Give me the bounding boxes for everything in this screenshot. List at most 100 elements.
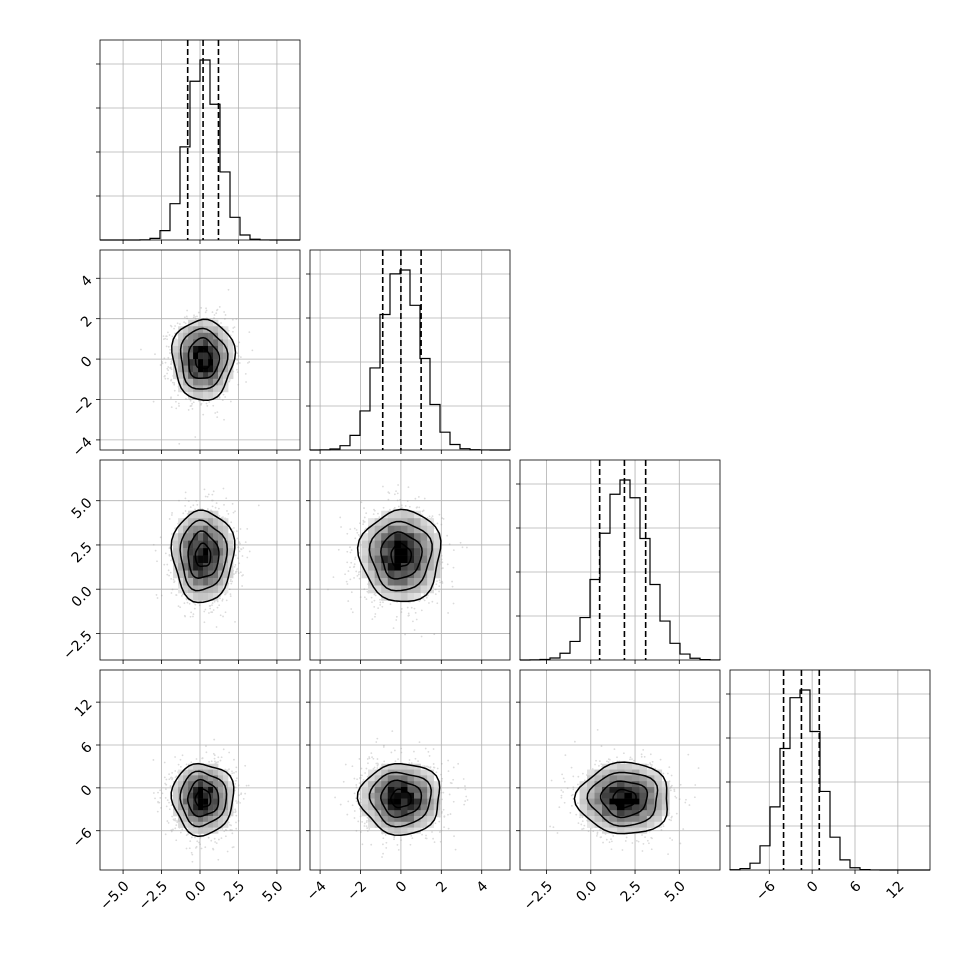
scatter-point	[433, 633, 436, 636]
density-cell	[394, 570, 402, 579]
density-cell	[228, 533, 234, 541]
density-cell	[178, 378, 184, 386]
scatter-point	[407, 486, 410, 489]
scatter-point	[204, 608, 207, 611]
density-cell	[381, 585, 389, 594]
panel-0-3	[96, 670, 300, 874]
scatter-point	[365, 527, 367, 530]
density-cell	[407, 510, 415, 519]
density-cell	[193, 533, 199, 541]
scatter-point	[183, 614, 186, 617]
scatter-point	[159, 364, 162, 366]
scatter-point	[362, 521, 365, 523]
density-cell	[188, 385, 194, 393]
density-cell	[188, 359, 194, 366]
density-cell	[198, 518, 204, 526]
scatter-point	[373, 509, 376, 512]
scatter-point	[170, 379, 172, 382]
scatter-point	[200, 403, 202, 406]
density-cell	[361, 555, 369, 564]
density-cell	[361, 548, 369, 556]
density-cell	[381, 518, 389, 526]
density-cell	[368, 585, 375, 594]
scatter-point	[239, 571, 242, 574]
density-cell	[228, 372, 234, 380]
density-cell	[198, 359, 204, 366]
scatter-point	[413, 607, 416, 610]
scatter-point	[435, 583, 438, 586]
scatter-point	[190, 611, 193, 614]
scatter-point	[438, 579, 441, 582]
scatter-point	[216, 308, 219, 311]
scatter-point	[154, 549, 157, 552]
scatter-point	[370, 596, 373, 599]
density-cell	[427, 533, 435, 541]
scatter-point	[170, 396, 172, 399]
density-cell	[400, 510, 408, 519]
scatter-point	[350, 591, 353, 594]
scatter-point	[167, 377, 169, 380]
density-cell	[208, 319, 214, 327]
scatter-point	[163, 375, 166, 378]
scatter-point	[355, 570, 358, 573]
scatter-point	[185, 597, 188, 600]
density-cell	[223, 339, 229, 347]
density-cell	[381, 540, 389, 549]
scatter-point	[257, 504, 260, 507]
scatter-point	[161, 362, 164, 365]
density-cell	[183, 359, 189, 366]
density-cell	[368, 548, 375, 556]
scatter-point	[208, 605, 211, 607]
scatter-point	[218, 306, 221, 308]
scatter-point	[178, 499, 180, 502]
density-cell	[228, 345, 234, 353]
density-cell	[208, 385, 214, 393]
scatter-point	[232, 846, 235, 848]
scatter-point	[236, 537, 239, 540]
scatter-point	[168, 547, 171, 550]
scatter-point	[187, 500, 190, 502]
histogram-3	[729, 689, 930, 871]
density-cell	[173, 345, 179, 353]
density-cell	[203, 548, 209, 556]
scatter-point	[210, 611, 213, 614]
density-cell	[208, 365, 214, 373]
density-cell	[218, 332, 224, 340]
scatter-point	[420, 635, 423, 638]
scatter-point	[349, 566, 351, 569]
scatter-point	[189, 405, 192, 407]
density-cell	[218, 555, 224, 564]
density-cell	[203, 339, 209, 347]
scatter-point	[365, 512, 368, 515]
density-cell	[218, 570, 224, 579]
density-cell	[400, 555, 408, 564]
scatter-point	[188, 847, 191, 850]
scatter-point	[185, 397, 187, 400]
scatter-point	[374, 594, 377, 597]
density-cell	[178, 365, 184, 373]
scatter-point	[224, 592, 227, 595]
scatter-point	[184, 322, 187, 325]
density-cell	[213, 385, 219, 393]
scatter-point	[186, 601, 189, 604]
scatter-point	[346, 583, 349, 585]
density-cell	[188, 345, 194, 353]
scatter-point	[223, 311, 226, 313]
scatter-point	[216, 411, 219, 414]
scatter-point	[224, 611, 227, 614]
density-cell	[208, 391, 214, 399]
density-cell	[228, 352, 234, 360]
scatter-point	[164, 337, 167, 340]
scatter-point	[374, 615, 376, 618]
scatter-point	[393, 506, 396, 509]
scatter-point	[353, 527, 356, 530]
density-cell	[178, 563, 184, 571]
density-cell	[223, 533, 229, 541]
density-cell	[188, 352, 194, 360]
density-cell	[213, 533, 219, 541]
scatter-point	[234, 510, 236, 513]
scatter-point	[171, 533, 173, 535]
scatter-point	[229, 400, 232, 403]
scatter-point	[231, 580, 234, 583]
density-cell	[203, 563, 209, 571]
